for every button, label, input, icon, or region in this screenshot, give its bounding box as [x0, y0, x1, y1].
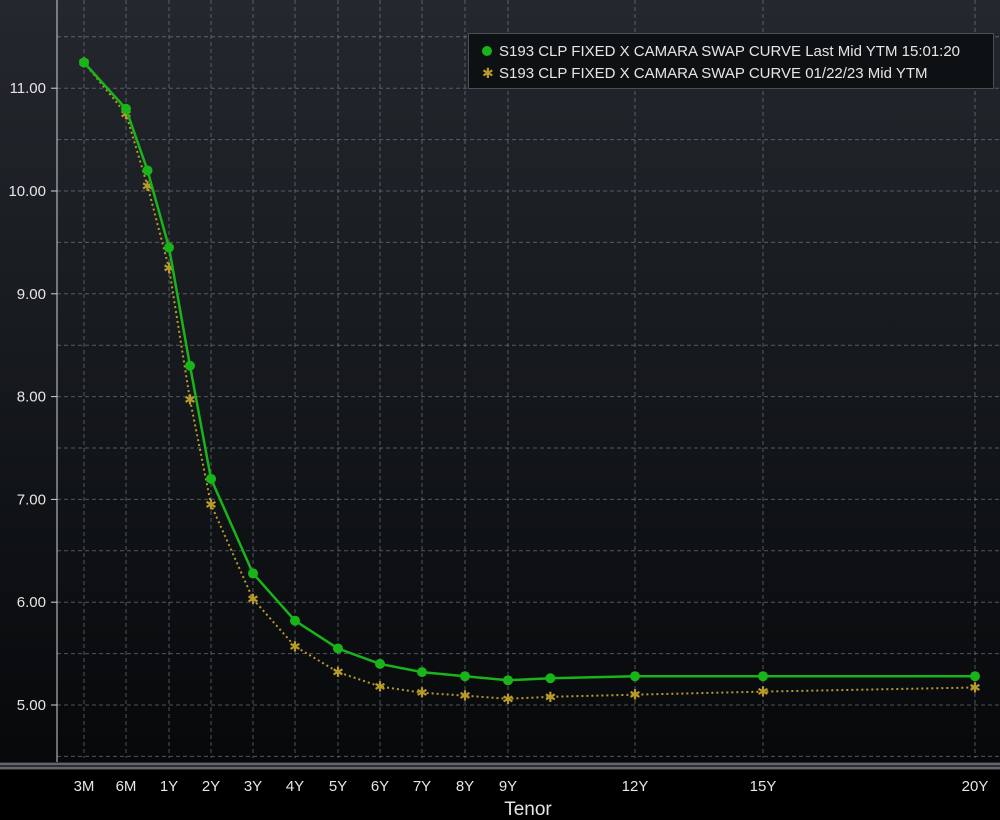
plot-background: [0, 0, 1000, 770]
x-tick-label: 7Y: [413, 778, 431, 795]
series-layer: ✱ ✱ ✱ ✱ ✱ ✱ ✱ ✱ ✱ ✱ ✱ ✱ ✱ ✱ ✱ ✱ ✱: [78, 56, 981, 708]
y-tick-label: 10.00: [8, 183, 46, 200]
data-point-previous: ✱: [416, 686, 428, 702]
legend-entry-current: S193 CLP FIXED X CAMARA SWAP CURVE Last …: [481, 41, 993, 63]
data-point-current: [333, 643, 343, 654]
y-tick-label: 6.00: [17, 594, 46, 611]
legend: S193 CLP FIXED X CAMARA SWAP CURVE Last …: [468, 33, 994, 89]
x-tick-label: 2Y: [202, 778, 220, 795]
data-point-previous: ✱: [502, 692, 514, 708]
x-tick-label: 6Y: [371, 778, 389, 795]
x-tick-label: 5Y: [329, 778, 347, 795]
y-tick-label: 9.00: [17, 286, 46, 303]
data-point-current: [142, 165, 153, 176]
x-axis-title: Tenor: [504, 799, 552, 820]
legend-label-current: S193 CLP FIXED X CAMARA SWAP CURVE Last …: [499, 43, 961, 60]
x-tick-label: 9Y: [499, 778, 517, 795]
data-point-current: [185, 360, 195, 371]
data-point-current: [630, 671, 640, 682]
data-point-previous: ✱: [969, 681, 981, 697]
legend-dot-icon: [481, 41, 499, 63]
data-point-previous: ✱: [332, 665, 344, 681]
data-point-current: [460, 671, 470, 682]
data-point-current: [375, 658, 385, 669]
x-tick-label: 15Y: [750, 778, 777, 795]
data-point-previous: ✱: [757, 685, 769, 701]
legend-entry-previous: ✱ S193 CLP FIXED X CAMARA SWAP CURVE 01/…: [481, 63, 993, 85]
x-tick-label: 8Y: [456, 778, 474, 795]
data-point-current: [545, 673, 556, 684]
data-point-current: [758, 671, 768, 682]
legend-label-previous: S193 CLP FIXED X CAMARA SWAP CURVE 01/22…: [499, 65, 928, 82]
data-point-previous: ✱: [163, 261, 175, 277]
y-tick-label: 7.00: [17, 491, 46, 508]
data-point-current: [417, 667, 427, 678]
data-point-previous: ✱: [142, 179, 154, 195]
x-axis-scrollbar: [0, 762, 1000, 770]
data-point-previous: ✱: [374, 679, 386, 695]
data-point-current: [79, 57, 89, 68]
data-point-previous: ✱: [120, 107, 132, 123]
data-point-current: [206, 473, 216, 484]
x-tick-label: 6M: [116, 778, 137, 795]
x-tick-label: 12Y: [622, 778, 649, 795]
data-point-previous: ✱: [247, 592, 259, 608]
data-point-current: [248, 568, 258, 579]
data-point-previous: ✱: [629, 688, 641, 704]
data-point-current: [164, 242, 174, 253]
data-point-previous: ✱: [544, 690, 556, 706]
data-point-current: [290, 615, 300, 626]
x-tick-label: 20Y: [962, 778, 989, 795]
x-tick-label: 4Y: [286, 778, 304, 795]
data-point-current: [503, 675, 513, 686]
legend-star-icon: ✱: [482, 65, 494, 81]
data-point-previous: ✱: [184, 393, 196, 409]
data-point-previous: ✱: [459, 689, 471, 705]
y-tick-label: 5.00: [17, 697, 46, 714]
y-tick-label: 8.00: [17, 389, 46, 406]
x-tick-label: 3Y: [244, 778, 262, 795]
data-point-previous: ✱: [205, 498, 217, 514]
data-point-current: [970, 671, 980, 682]
y-tick-label: 11.00: [10, 80, 46, 97]
data-point-previous: ✱: [289, 639, 301, 655]
x-tick-label: 1Y: [160, 778, 178, 795]
axes: 5.00 6.00 7.00 8.00 9.00 10.00 11.00 3M 6M 1Y 2Y 3Y…: [0, 0, 1000, 795]
x-tick-label: 3M: [74, 778, 95, 795]
data-point-current: [121, 103, 131, 114]
